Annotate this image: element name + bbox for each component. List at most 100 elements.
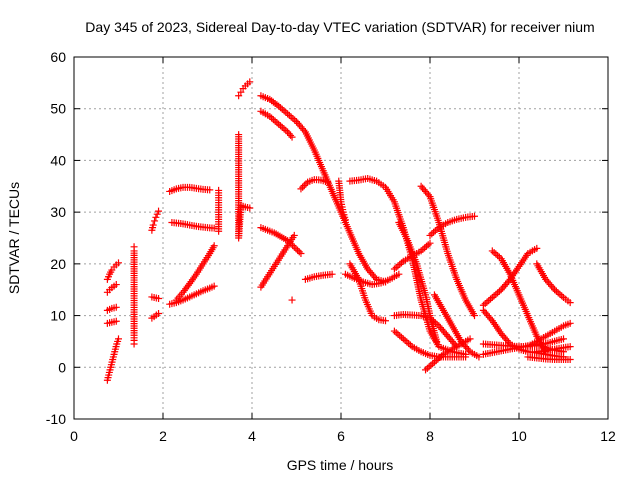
data-point-plus-marker (548, 282, 556, 290)
data-point-plus-marker (368, 270, 376, 278)
data-point-plus-marker (424, 241, 432, 249)
data-point-plus-marker (112, 281, 120, 289)
series-arc-c2 (148, 310, 163, 322)
data-point-plus-marker (426, 239, 434, 247)
y-tick-label: 50 (50, 101, 66, 117)
x-tick-label: 10 (511, 428, 527, 444)
data-point-plus-marker (112, 303, 120, 311)
data-point-plus-marker (290, 231, 298, 239)
data-point-plus-marker (246, 204, 254, 212)
series-arc-e1 (235, 78, 254, 100)
data-point-plus-marker (210, 224, 218, 232)
data-point-plus-marker (422, 242, 430, 250)
data-point-plus-marker (115, 259, 122, 267)
data-point-plus-marker (419, 184, 427, 192)
x-tick-label: 2 (159, 428, 167, 444)
series-arc-d4 (172, 242, 218, 304)
data-point-plus-marker (370, 272, 378, 280)
data-point-plus-marker (542, 275, 550, 283)
y-axis-label: SDTVAR / TECUs (6, 182, 22, 294)
y-tick-label: -10 (46, 411, 66, 427)
data-point-plus-marker (552, 287, 560, 295)
data-point-plus-marker (328, 270, 336, 278)
data-point-plus-marker (288, 133, 296, 141)
data-point-plus-marker (566, 319, 574, 327)
series-arc-j3 (426, 212, 478, 239)
data-point-plus-marker (502, 281, 510, 289)
data-point-plus-marker (392, 263, 400, 271)
data-point-plus-marker (462, 343, 470, 351)
data-point-plus-marker (130, 340, 138, 348)
data-point-plus-marker (297, 185, 305, 193)
data-point-plus-marker (431, 227, 439, 235)
data-point-plus-marker (215, 227, 223, 235)
data-point-plus-marker (278, 123, 286, 131)
data-point-plus-marker (405, 339, 413, 347)
series-arc-a3 (103, 303, 120, 314)
data-point-plus-marker (497, 330, 505, 338)
data-point-plus-marker (398, 333, 406, 341)
data-point-plus-marker (428, 230, 436, 238)
data-point-plus-marker (488, 293, 496, 301)
series-arc-i4 (395, 218, 441, 345)
x-axis-label: GPS time / hours (287, 457, 394, 473)
data-point-plus-marker (282, 126, 290, 134)
data-point-plus-marker (300, 182, 308, 190)
x-axis-ticks: 0 2 4 6 8 10 12 (70, 57, 616, 444)
data-point-plus-marker (481, 300, 489, 308)
data-point-plus-marker (430, 228, 438, 236)
series-arc-d2 (168, 218, 218, 232)
data-point-plus-marker (503, 337, 511, 345)
data-point-plus-marker (499, 284, 507, 292)
data-point-plus-marker (499, 331, 507, 339)
data-point-plus-marker (471, 312, 478, 320)
data-point-plus-marker (439, 327, 447, 335)
data-point-plus-marker (448, 337, 456, 345)
data-point-plus-marker (294, 119, 302, 127)
y-tick-label: 10 (50, 308, 66, 324)
series-arc-g3 (335, 177, 349, 224)
series-arc-a4 (103, 317, 120, 327)
x-tick-label: 8 (426, 428, 434, 444)
data-point-plus-marker (465, 346, 473, 354)
data-point-plus-marker (395, 270, 403, 278)
data-point-plus-marker (210, 282, 218, 290)
series-arc-i2 (390, 311, 461, 351)
series-arc-g2 (301, 270, 336, 283)
series-arc-f2 (257, 107, 296, 141)
data-point-plus-marker (155, 310, 163, 318)
data-point-plus-marker (490, 248, 498, 256)
series-arc-a5 (103, 335, 122, 384)
series-arc-l2 (524, 319, 574, 351)
data-point-plus-marker (546, 281, 554, 289)
data-point-plus-marker (554, 289, 562, 297)
data-point-plus-marker (420, 186, 428, 194)
data-point-plus-marker (295, 121, 303, 129)
data-point-plus-marker (302, 180, 310, 188)
data-points (103, 78, 574, 384)
data-point-plus-marker (492, 250, 500, 258)
series-arc-j1 (417, 182, 478, 320)
data-point-plus-marker (294, 246, 302, 254)
data-point-plus-marker (423, 364, 431, 372)
series-arc-e2 (235, 131, 254, 242)
data-point-plus-marker (423, 189, 431, 197)
data-point-plus-marker (288, 296, 296, 304)
data-point-plus-marker (441, 329, 449, 337)
series-arc-d3 (166, 282, 218, 308)
data-point-plus-marker (396, 260, 404, 268)
x-tick-label: 6 (337, 428, 345, 444)
data-point-plus-marker (566, 299, 574, 307)
data-point-plus-marker (471, 212, 478, 220)
data-point-plus-marker (382, 317, 389, 325)
series-arc-a2 (103, 281, 120, 296)
data-point-plus-marker (299, 183, 307, 191)
data-point-plus-marker (290, 243, 298, 251)
data-point-plus-marker (392, 329, 400, 337)
data-point-plus-marker (422, 187, 430, 195)
data-point-plus-marker (269, 116, 277, 124)
data-point-plus-marker (487, 315, 495, 323)
series-arc-f4 (257, 231, 298, 291)
data-point-plus-marker (390, 265, 398, 273)
data-point-plus-marker (287, 131, 295, 139)
